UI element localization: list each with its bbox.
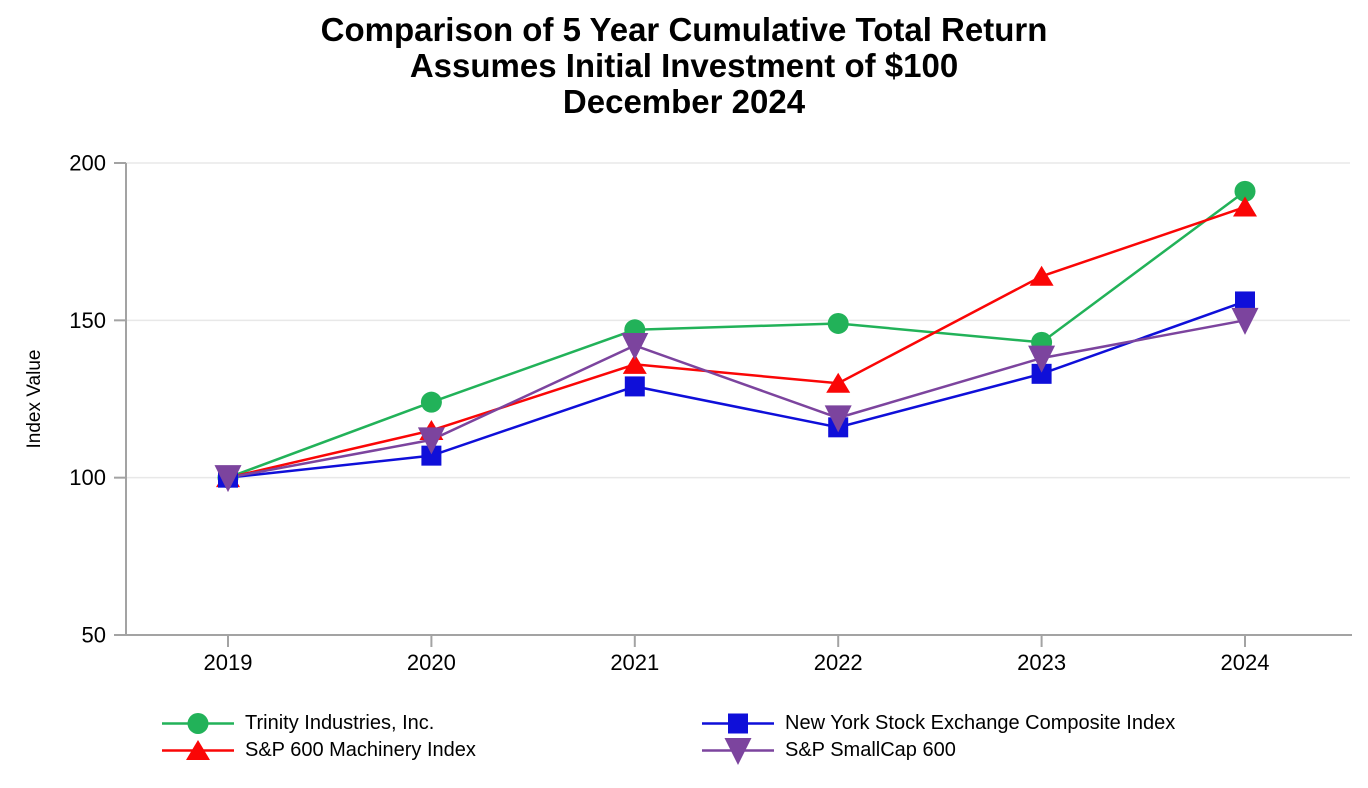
nyse-composite-line-marker-icon	[702, 713, 774, 734]
legend-column-right: New York Stock Exchange Composite Index …	[700, 710, 1175, 765]
nyse-composite-marker	[1031, 363, 1052, 384]
trinity-marker	[420, 391, 442, 413]
sp600-machinery-line-marker-icon	[162, 740, 234, 760]
legend-column-left: Trinity Industries, Inc. S&P 600 Machine…	[160, 710, 476, 764]
sp600-machinery-legend-marker	[186, 740, 210, 760]
trinity-line-marker-icon	[162, 713, 234, 734]
legend-item-sp-smallcap-600: S&P SmallCap 600	[700, 737, 1175, 765]
nyse-composite-legend-marker	[728, 713, 748, 734]
y-tick-label-150: 150	[69, 308, 106, 333]
nyse-composite-marker	[421, 445, 442, 466]
sp-smallcap-600-marker	[824, 405, 852, 433]
nyse-composite-marker	[624, 376, 645, 397]
x-tick-label-2023: 2023	[1017, 650, 1066, 675]
x-tick-label-2021: 2021	[610, 650, 659, 675]
x-tick-label-2022: 2022	[814, 650, 863, 675]
sp600-machinery-marker	[826, 372, 851, 393]
sp600-machinery-marker	[1029, 265, 1054, 286]
legend-item-trinity: Trinity Industries, Inc.	[160, 710, 476, 737]
y-tick-label-100: 100	[69, 465, 106, 490]
trinity-marker	[1234, 180, 1256, 202]
sp600-machinery-marker	[622, 353, 647, 374]
x-tick-label-2020: 2020	[407, 650, 456, 675]
nyse-composite-marker	[1235, 291, 1255, 312]
sp600-machinery-line	[227, 205, 1246, 479]
sp-smallcap-600-marker	[417, 427, 445, 455]
sp600-machinery-marker	[1233, 196, 1257, 217]
legend: Trinity Industries, Inc. S&P 600 Machine…	[0, 710, 1368, 770]
sp-smallcap-600-marker	[1028, 345, 1056, 373]
legend-item-nyse-composite: New York Stock Exchange Composite Index	[700, 710, 1175, 737]
legend-label-trinity: Trinity Industries, Inc.	[245, 712, 435, 734]
trinity-legend-marker	[187, 713, 209, 734]
sp-smallcap-600-line	[227, 319, 1246, 479]
legend-label-nyse-composite: New York Stock Exchange Composite Index	[785, 712, 1176, 734]
legend-item-sp600-machinery: S&P 600 Machinery Index	[160, 737, 476, 764]
trinity-line	[227, 190, 1246, 479]
chart-title-line1: Comparison of 5 Year Cumulative Total Re…	[320, 11, 1048, 48]
legend-label-sp600-machinery: S&P 600 Machinery Index	[245, 739, 476, 761]
sp-smallcap-600-line-marker-icon	[702, 738, 774, 765]
chart-title: Comparison of 5 Year Cumulative Total Re…	[0, 12, 1368, 120]
sp-smallcap-600-marker	[1231, 307, 1259, 335]
nyse-composite-line	[227, 300, 1246, 479]
sp-smallcap-600-legend-marker	[724, 738, 752, 765]
plot-area: 50 100 150 200 2019 2020 2021 2022 2023 2024	[69, 151, 1352, 675]
y-tick-label-50: 50	[82, 623, 106, 648]
sp-smallcap-600-marker	[621, 333, 649, 361]
chart-title-line3: December 2024	[562, 83, 806, 120]
x-tick-label-2019: 2019	[204, 650, 253, 675]
chart-title-line2: Assumes Initial Investment of $100	[409, 47, 959, 84]
trinity-marker	[827, 312, 849, 334]
sp-smallcap-600-marker	[214, 465, 242, 493]
y-tick-label-200: 200	[69, 151, 106, 176]
x-tick-label-2024: 2024	[1221, 650, 1270, 675]
legend-label-sp-smallcap-600: S&P SmallCap 600	[785, 739, 956, 761]
